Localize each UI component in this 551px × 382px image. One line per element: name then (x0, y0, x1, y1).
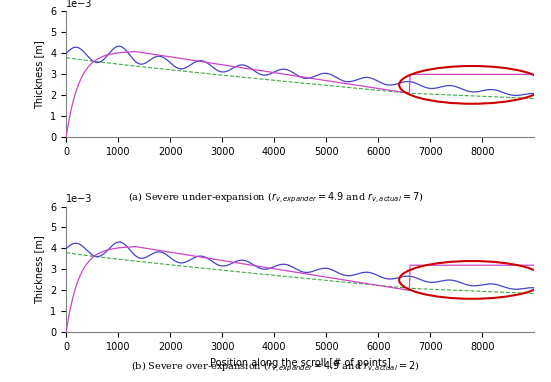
Text: (a) Severe under-expansion ($r_{v,expander} = 4.9$ and $r_{v,actual} = 7$): (a) Severe under-expansion ($r_{v,expand… (128, 191, 423, 206)
Y-axis label: Thickness [m]: Thickness [m] (35, 40, 45, 109)
X-axis label: Position along the scroll [# of points]: Position along the scroll [# of points] (210, 358, 391, 367)
Y-axis label: Thickness [m]: Thickness [m] (35, 235, 45, 304)
Text: (b) Severe over-expansion ($r_{v,expander} = 4.9$ and $r_{v,actual} = 2$): (b) Severe over-expansion ($r_{v,expande… (131, 360, 420, 374)
